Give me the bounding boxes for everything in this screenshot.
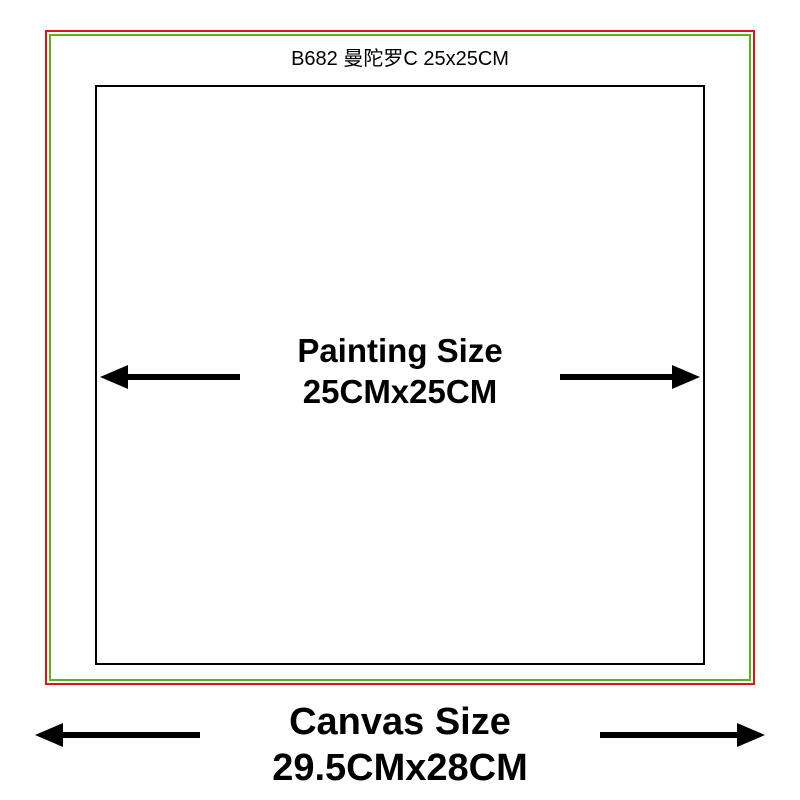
painting-size-title: Painting Size [297, 332, 502, 369]
arrow-right-outer-icon [600, 720, 765, 755]
canvas-size-title: Canvas Size [289, 701, 511, 743]
painting-size-dims: 25CMx25CM [303, 373, 497, 410]
top-product-label: B682 曼陀罗C 25x25CM [45, 42, 755, 71]
arrow-left-outer-icon [35, 720, 200, 755]
arrow-right-inner-icon [560, 362, 700, 397]
canvas-size-dims: 29.5CMx28CM [272, 747, 528, 789]
arrow-left-inner-icon [100, 362, 240, 397]
